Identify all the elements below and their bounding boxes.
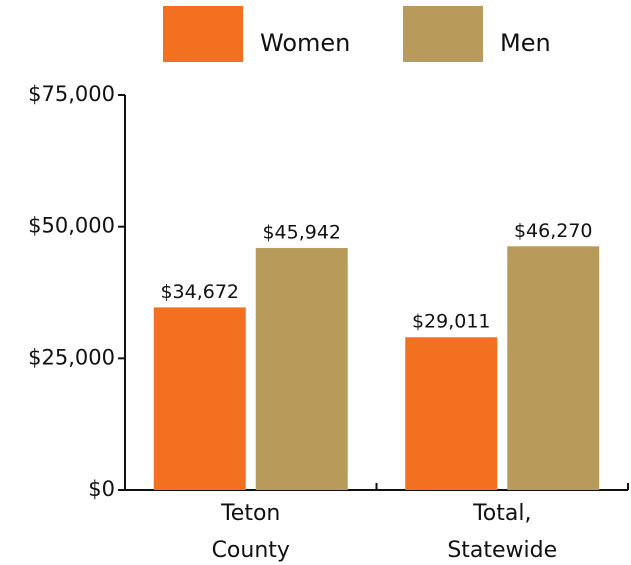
x-tick-label-line: Statewide: [447, 538, 557, 563]
bar: [153, 307, 246, 490]
legend-label: Women: [260, 29, 350, 57]
value-label: $29,011: [412, 311, 491, 333]
value-label: $46,270: [514, 220, 593, 242]
legend-swatch: [163, 6, 243, 62]
bar: [507, 246, 600, 490]
x-tick-label: Total, Statewide: [447, 501, 557, 563]
x-tick-label-line: County: [212, 538, 290, 563]
y-tick-label: $25,000: [28, 345, 115, 369]
value-label: $45,942: [262, 222, 341, 244]
x-tick-label-line: Total,: [472, 501, 531, 526]
y-tick-label: $50,000: [28, 214, 115, 238]
legend-swatch: [403, 6, 483, 62]
y-tick-label: $75,000: [28, 82, 115, 106]
x-tick-label-line: Teton: [220, 501, 280, 526]
y-tick-label: $0: [88, 477, 115, 501]
legend-label: Men: [500, 29, 551, 57]
x-tick-label: Teton County: [212, 501, 290, 563]
bar: [405, 337, 498, 490]
bar: [255, 248, 348, 490]
value-label: $34,672: [160, 281, 239, 303]
